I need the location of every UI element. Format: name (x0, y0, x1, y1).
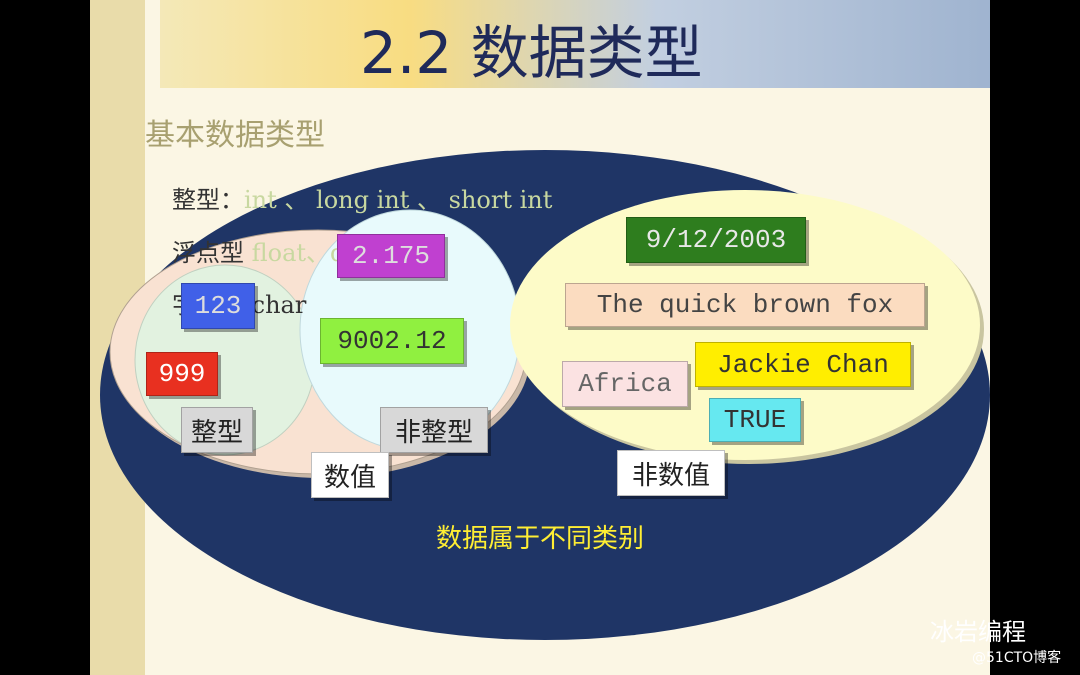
line-types: int 、 long int 、 short int (244, 186, 553, 214)
title: 2.2 数据类型 (360, 19, 703, 87)
data-box: 9/12/2003 (626, 217, 806, 263)
line-types: char (251, 291, 307, 319)
category-label: 非整型 (380, 407, 488, 453)
line-label: 整型： (172, 186, 244, 214)
watermark: 冰岩编程 (930, 618, 1026, 646)
category-label: 非数值 (617, 450, 725, 496)
data-box: 2.175 (337, 234, 445, 278)
data-box: TRUE (709, 398, 801, 442)
data-box: 9002.12 (320, 318, 464, 364)
watermark-source: @51CTO博客 (972, 650, 1062, 666)
line-label: 浮点型 (172, 239, 244, 267)
subtitle: 基本数据类型 (145, 118, 325, 153)
data-box: Jackie Chan (695, 342, 911, 387)
line: 整型：int 、 long int 、 short int (172, 180, 552, 215)
title-banner (160, 0, 990, 88)
data-box: 999 (146, 352, 218, 396)
data-box: Africa (562, 361, 688, 407)
category-label: 数值 (311, 452, 389, 498)
data-box: The quick brown fox (565, 283, 925, 327)
category-label: 整型 (181, 407, 253, 453)
data-box: 123 (181, 283, 255, 329)
caption: 数据属于不同类别 (435, 524, 644, 554)
